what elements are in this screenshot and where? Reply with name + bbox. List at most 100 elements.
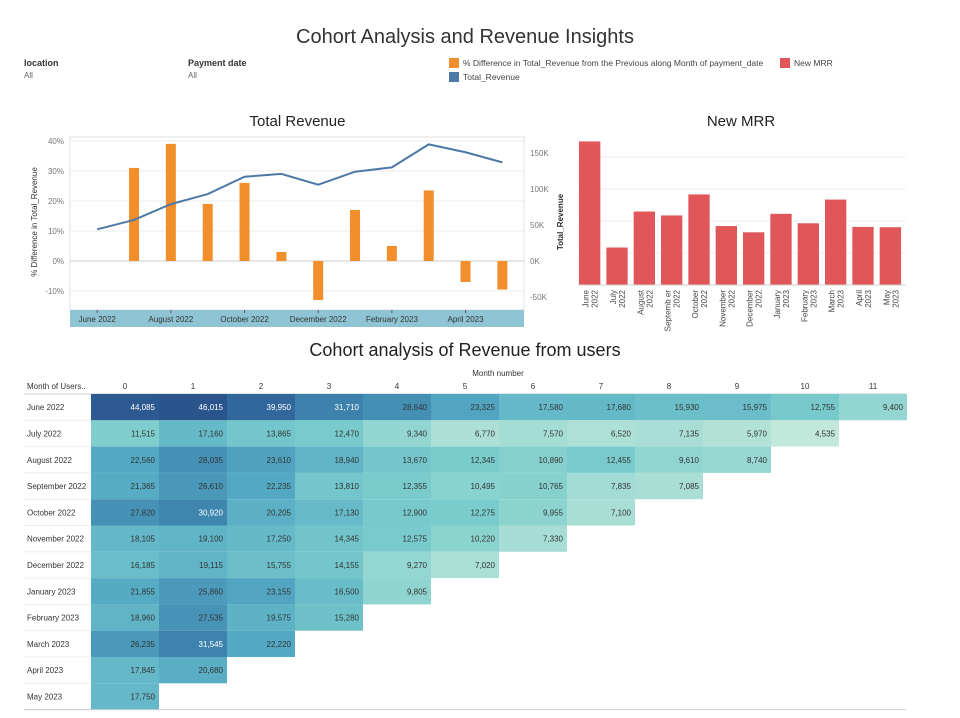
cohort-cell[interactable] (227, 578, 295, 605)
cohort-cell[interactable] (159, 446, 227, 473)
cohort-cell[interactable] (431, 525, 499, 552)
cohort-cell-value: 19,575 (267, 614, 292, 623)
cohort-cell[interactable] (159, 551, 227, 579)
cohort-cell[interactable] (363, 394, 431, 421)
cohort-cell[interactable] (703, 446, 771, 473)
cohort-cell[interactable] (499, 525, 567, 552)
cohort-cell[interactable] (363, 420, 431, 447)
cohort-cell[interactable] (635, 394, 703, 421)
cohort-cell[interactable] (363, 551, 431, 579)
legend-new-mrr[interactable]: New MRR (780, 58, 833, 68)
cohort-cell[interactable] (227, 472, 295, 500)
cohort-cell[interactable] (295, 420, 363, 447)
filter-payment-date[interactable]: Payment date All (188, 58, 247, 80)
cohort-cell[interactable] (431, 420, 499, 447)
cohort-cell[interactable] (91, 472, 159, 500)
cohort-cell[interactable] (363, 578, 431, 605)
cohort-cell[interactable] (635, 446, 703, 473)
cohort-cell[interactable] (295, 551, 363, 579)
cohort-cell[interactable] (295, 525, 363, 552)
cohort-cell[interactable] (159, 525, 227, 552)
cohort-cell[interactable] (431, 551, 499, 579)
cohort-cell[interactable] (295, 604, 363, 631)
cohort-cell[interactable] (499, 472, 567, 500)
cohort-cell[interactable] (499, 446, 567, 473)
cohort-cell[interactable] (227, 446, 295, 473)
cohort-cell[interactable] (91, 657, 159, 684)
cohort-cell[interactable] (91, 551, 159, 579)
cohort-cell-value: 19,100 (199, 535, 224, 544)
cohort-cell[interactable] (227, 420, 295, 447)
cohort-cell[interactable] (227, 630, 295, 657)
legend-pct-diff[interactable]: % Difference in Total_Revenue from the P… (449, 58, 763, 68)
cohort-cell[interactable] (431, 394, 499, 421)
cohort-cell-value: 31,545 (199, 640, 224, 649)
cohort-cell[interactable] (431, 499, 499, 526)
cohort-cell[interactable] (771, 420, 839, 447)
cohort-cell[interactable] (567, 499, 635, 526)
cohort-cell[interactable] (91, 683, 159, 710)
cohort-cell[interactable] (295, 499, 363, 526)
cohort-cell[interactable] (363, 525, 431, 552)
cohort-row-label: January 2023 (27, 587, 76, 596)
total-revenue-y2label: Total_Revenue (556, 193, 565, 250)
cohort-cell-value: 23,610 (267, 456, 292, 465)
pct-diff-bar (313, 261, 324, 301)
cohort-cell[interactable] (635, 420, 703, 447)
cohort-cell-value: 10,495 (471, 482, 496, 491)
cohort-cell[interactable] (159, 499, 227, 526)
cohort-cell[interactable] (567, 472, 635, 500)
cohort-cell[interactable] (295, 394, 363, 421)
cohort-cell[interactable] (91, 446, 159, 473)
cohort-cell[interactable] (363, 446, 431, 473)
cohort-cell[interactable] (295, 446, 363, 473)
cohort-cell[interactable] (771, 394, 839, 421)
cohort-cell[interactable] (499, 420, 567, 447)
cohort-cell[interactable] (159, 630, 227, 657)
cohort-cell[interactable] (91, 420, 159, 447)
cohort-cell[interactable] (431, 472, 499, 500)
cohort-cell[interactable] (227, 525, 295, 552)
cohort-cell[interactable] (91, 604, 159, 631)
cohort-cell[interactable] (431, 446, 499, 473)
cohort-cell[interactable] (91, 394, 159, 421)
new-mrr-bar (743, 232, 765, 285)
cohort-cell[interactable] (839, 394, 907, 421)
cohort-cell[interactable] (159, 420, 227, 447)
cohort-cell[interactable] (159, 657, 227, 684)
cohort-cell[interactable] (91, 630, 159, 657)
filter-location[interactable]: location All (24, 58, 59, 80)
cohort-cell-value: 17,160 (199, 429, 224, 438)
new-mrr-xtick: May (882, 290, 891, 305)
legend-total-revenue[interactable]: Total_Revenue (449, 72, 520, 82)
cohort-cell[interactable] (227, 551, 295, 579)
cohort-cell[interactable] (703, 420, 771, 447)
cohort-cell-value: 23,155 (267, 587, 292, 596)
cohort-cell[interactable] (159, 578, 227, 605)
cohort-cell[interactable] (567, 446, 635, 473)
cohort-cell[interactable] (499, 394, 567, 421)
cohort-cell[interactable] (363, 499, 431, 526)
cohort-cell[interactable] (703, 394, 771, 421)
total-revenue-y2tick: 0K (530, 257, 540, 266)
cohort-cell[interactable] (295, 578, 363, 605)
cohort-cell[interactable] (295, 472, 363, 500)
cohort-cell[interactable] (159, 604, 227, 631)
cohort-cell[interactable] (91, 578, 159, 605)
cohort-cell[interactable] (159, 472, 227, 500)
pct-diff-bar (165, 143, 176, 261)
cohort-cell[interactable] (91, 525, 159, 552)
cohort-cell[interactable] (159, 394, 227, 421)
cohort-cell[interactable] (91, 499, 159, 526)
cohort-cell[interactable] (227, 394, 295, 421)
cohort-cell[interactable] (635, 472, 703, 500)
cohort-cell[interactable] (227, 604, 295, 631)
cohort-cell[interactable] (567, 420, 635, 447)
filter-payment-date-value[interactable]: All (188, 71, 197, 80)
filter-location-value[interactable]: All (24, 71, 33, 80)
cohort-cell[interactable] (567, 394, 635, 421)
legend-total-revenue-swatch (449, 72, 459, 82)
cohort-cell[interactable] (363, 472, 431, 500)
cohort-cell[interactable] (227, 499, 295, 526)
cohort-cell[interactable] (499, 499, 567, 526)
